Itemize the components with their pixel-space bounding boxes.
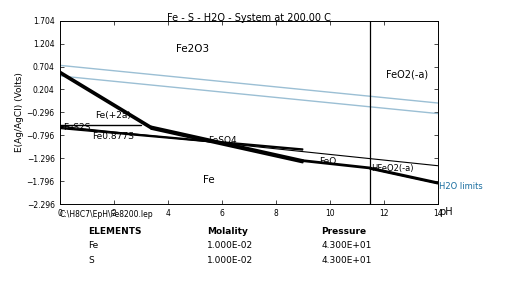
Text: pH: pH [439,207,453,217]
Text: FeSO4: FeSO4 [208,136,237,146]
Text: H2O limits: H2O limits [439,182,483,191]
Text: 1.000E-02: 1.000E-02 [207,256,253,265]
Text: HFeO2(-a): HFeO2(-a) [371,164,414,173]
Text: 1.000E-02: 1.000E-02 [207,241,253,250]
Text: ELEMENTS: ELEMENTS [88,227,141,236]
Text: Fe: Fe [88,241,98,250]
Text: 4.300E+01: 4.300E+01 [321,256,371,265]
Text: FeO2(-a): FeO2(-a) [386,70,428,80]
Text: Pressure: Pressure [321,227,366,236]
Text: FeS2S: FeS2S [64,123,91,132]
Text: Fe: Fe [203,175,214,185]
Text: C:\H8C7\EpH\Fe8200.lep: C:\H8C7\EpH\Fe8200.lep [60,210,153,219]
Text: 4.300E+01: 4.300E+01 [321,241,371,250]
Text: Molality: Molality [207,227,248,236]
Text: Fe - S - H2O - System at 200.00 C: Fe - S - H2O - System at 200.00 C [167,13,330,23]
Text: Fe2O3: Fe2O3 [176,44,209,54]
Text: Fe(+2a): Fe(+2a) [95,111,131,120]
Text: S: S [88,256,94,265]
Text: Fe0.877S: Fe0.877S [92,133,134,141]
Text: FeO: FeO [319,157,336,166]
Y-axis label: E(Ag/AgCl) (Volts): E(Ag/AgCl) (Volts) [15,73,24,152]
